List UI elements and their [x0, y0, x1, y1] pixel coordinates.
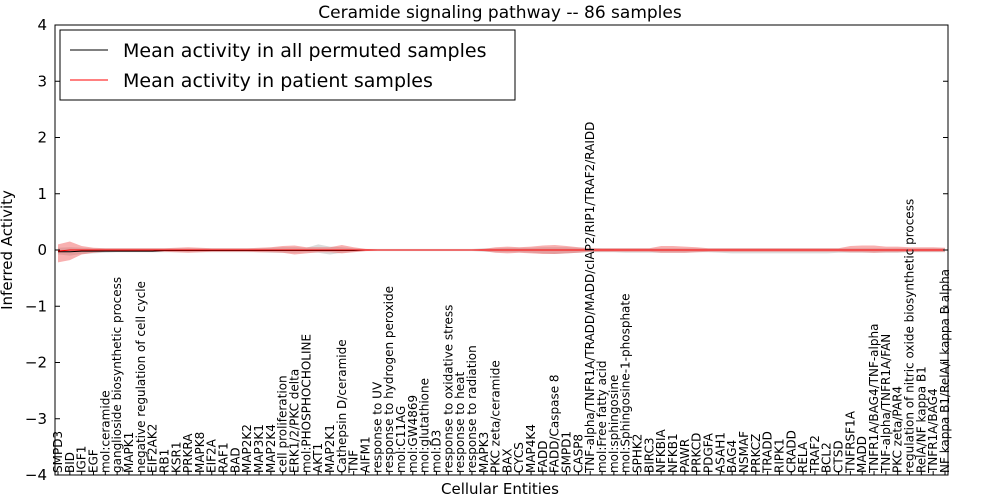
- x-tick-label: PDGFA: [701, 432, 715, 473]
- x-tick-label: MAP2K4: [264, 424, 278, 473]
- y-tick-label: 0: [37, 241, 47, 259]
- x-tick-label: NSMAF: [737, 431, 751, 473]
- y-tick-label: 4: [37, 16, 47, 34]
- x-tick-label: EGF: [86, 449, 100, 473]
- x-tick-label: mol:C11AG: [394, 406, 408, 473]
- x-tick-label: mol:Sphingosine-1-phosphate: [619, 294, 633, 474]
- x-tick-label: mol:GW4869: [406, 395, 420, 473]
- x-tick-label: response to heat: [453, 371, 467, 473]
- x-tick-label: regulation of nitric oxide biosynthetic …: [903, 199, 917, 473]
- x-tick-label: BCL2: [820, 442, 834, 473]
- y-tick-label: 2: [37, 129, 47, 147]
- y-tick-label: −3: [25, 410, 47, 428]
- x-tick-label: TNF-alpha/TNFR1A/TRADD/MADD/cIAP2/RIP1/T…: [583, 122, 597, 474]
- x-tick-label: CRADD: [784, 430, 798, 473]
- x-tick-label: mol:D3: [429, 430, 443, 473]
- x-tick-label: response to UV: [370, 381, 384, 473]
- x-tick-label: EIF2AK2: [146, 424, 160, 473]
- x-tick-label: TNFR1A/BAG4: [926, 388, 940, 474]
- x-tick-label: MAP2K2: [240, 424, 254, 473]
- legend-label-patient: Mean activity in patient samples: [123, 70, 433, 92]
- x-tick-label: AIFM1: [358, 436, 372, 473]
- y-tick-label: 3: [37, 72, 47, 90]
- x-tick-label: SPHK2: [631, 434, 645, 473]
- x-tick-label: IGF1: [75, 446, 89, 473]
- x-tick-label: EIF2A: [205, 438, 219, 473]
- x-tick-label: TRAF2: [808, 435, 822, 474]
- x-tick-label: PKC zeta/ceramide: [489, 360, 503, 473]
- x-tick-label: TNFR1A/BAG4/TNF-alpha: [867, 324, 881, 474]
- x-tick-label: SMPD3: [51, 431, 65, 473]
- x-tick-label: RIPK1: [772, 438, 786, 473]
- x-tick-label: MADD: [855, 436, 869, 473]
- x-tick-label: FADD: [536, 441, 550, 474]
- x-tick-label: SMPD1: [560, 431, 574, 473]
- x-tick-label: response to hydrogen peroxide: [382, 286, 396, 473]
- x-tick-label: CTSD: [832, 440, 846, 473]
- x-tick-label: TRADD: [761, 431, 775, 474]
- x-tick-label: CASP8: [571, 434, 585, 473]
- x-tick-label: MAP4K4: [524, 424, 538, 473]
- x-tick-label: RB1: [157, 449, 171, 473]
- x-tick-label: ASAH1: [713, 432, 727, 473]
- y-tick-label: −2: [25, 354, 47, 372]
- x-tick-label: RAF1: [217, 442, 231, 473]
- legend-box: [59, 29, 516, 101]
- x-tick-label: mol:Free fatty acid: [595, 361, 609, 474]
- x-tick-label: FADD/Caspase 8: [548, 374, 562, 473]
- x-tick-label: response to oxidative stress: [441, 305, 455, 473]
- chart-title: Ceramide signaling pathway -- 86 samples: [318, 3, 682, 23]
- x-tick-label: PKC zeta/PAR4: [891, 386, 905, 473]
- band-patient: [58, 241, 945, 263]
- x-tick-label: NF kappa B1/RelA/I kappa B alpha: [938, 269, 952, 473]
- x-axis-label: Cellular Entities: [441, 480, 559, 498]
- x-tick-label: PRKCZ: [749, 434, 763, 473]
- x-tick-label: TNF-alpha/TNFR1A/FAN: [879, 334, 893, 474]
- y-tick-label: −4: [25, 466, 47, 484]
- x-tick-label: mol:PHOSPHOCHOLINE: [299, 334, 313, 473]
- x-tick-label: MAP3K1: [252, 424, 266, 473]
- x-tick-label: mol:glutathione: [418, 378, 432, 473]
- x-tick-label: CYCS: [512, 442, 526, 473]
- x-tick-label: PRKRA: [181, 433, 195, 473]
- x-tick-label: mol:ceramide: [98, 390, 112, 473]
- x-tick-label: mol:sphingosine: [607, 375, 621, 473]
- x-tick-label: KSR1: [169, 442, 183, 473]
- x-tick-label: MAPK3: [477, 432, 491, 473]
- x-tick-label: MAP2K1: [323, 424, 337, 473]
- x-tick-label: MAPK8: [193, 432, 207, 473]
- x-tick-label: MAPK1: [122, 432, 136, 473]
- x-tick-label: negative regulation of cell cycle: [134, 281, 148, 473]
- x-tick-label: BID: [63, 452, 77, 473]
- x-tick-label: PRKCD: [690, 433, 704, 473]
- x-tick-label: BAD: [228, 447, 242, 473]
- x-tick-label: NFKB1: [666, 433, 680, 473]
- x-tick-label: PAWR: [678, 439, 692, 473]
- y-tick-label: 1: [37, 185, 47, 203]
- x-tick-label: NFKBIA: [654, 428, 668, 473]
- x-tick-label: cell proliferation: [276, 375, 290, 473]
- legend: Mean activity in all permuted samples Me…: [59, 29, 516, 101]
- x-tick-label: BIRC3: [642, 437, 656, 473]
- x-tick-label: ganglioside biosynthetic process: [110, 277, 124, 473]
- y-axis: 4 3 2 1 0 −1 −2 −3 −4: [25, 16, 948, 484]
- x-tick-label: RELA: [796, 441, 810, 473]
- x-tick-label: response to radiation: [465, 345, 479, 473]
- series-lines: [57, 249, 945, 253]
- series-line-patient: [57, 249, 945, 252]
- legend-label-permuted: Mean activity in all permuted samples: [123, 40, 486, 62]
- x-tick-label: BAG4: [725, 440, 739, 473]
- x-tick-label: TNF: [347, 450, 361, 474]
- y-axis-label: Inferred Activity: [0, 190, 16, 310]
- y-tick-label: −1: [25, 297, 47, 315]
- x-tick-label: ERK1/2/PKC delta: [288, 369, 302, 473]
- x-tick-label: BAX: [500, 448, 514, 473]
- x-tick-label: RelA/NF kappa B1: [914, 366, 928, 473]
- x-tick-label: AKT1: [311, 443, 325, 473]
- x-tick-label: Cathepsin D/ceramide: [335, 339, 349, 473]
- x-tick-label: TNFRSF1A: [843, 410, 857, 474]
